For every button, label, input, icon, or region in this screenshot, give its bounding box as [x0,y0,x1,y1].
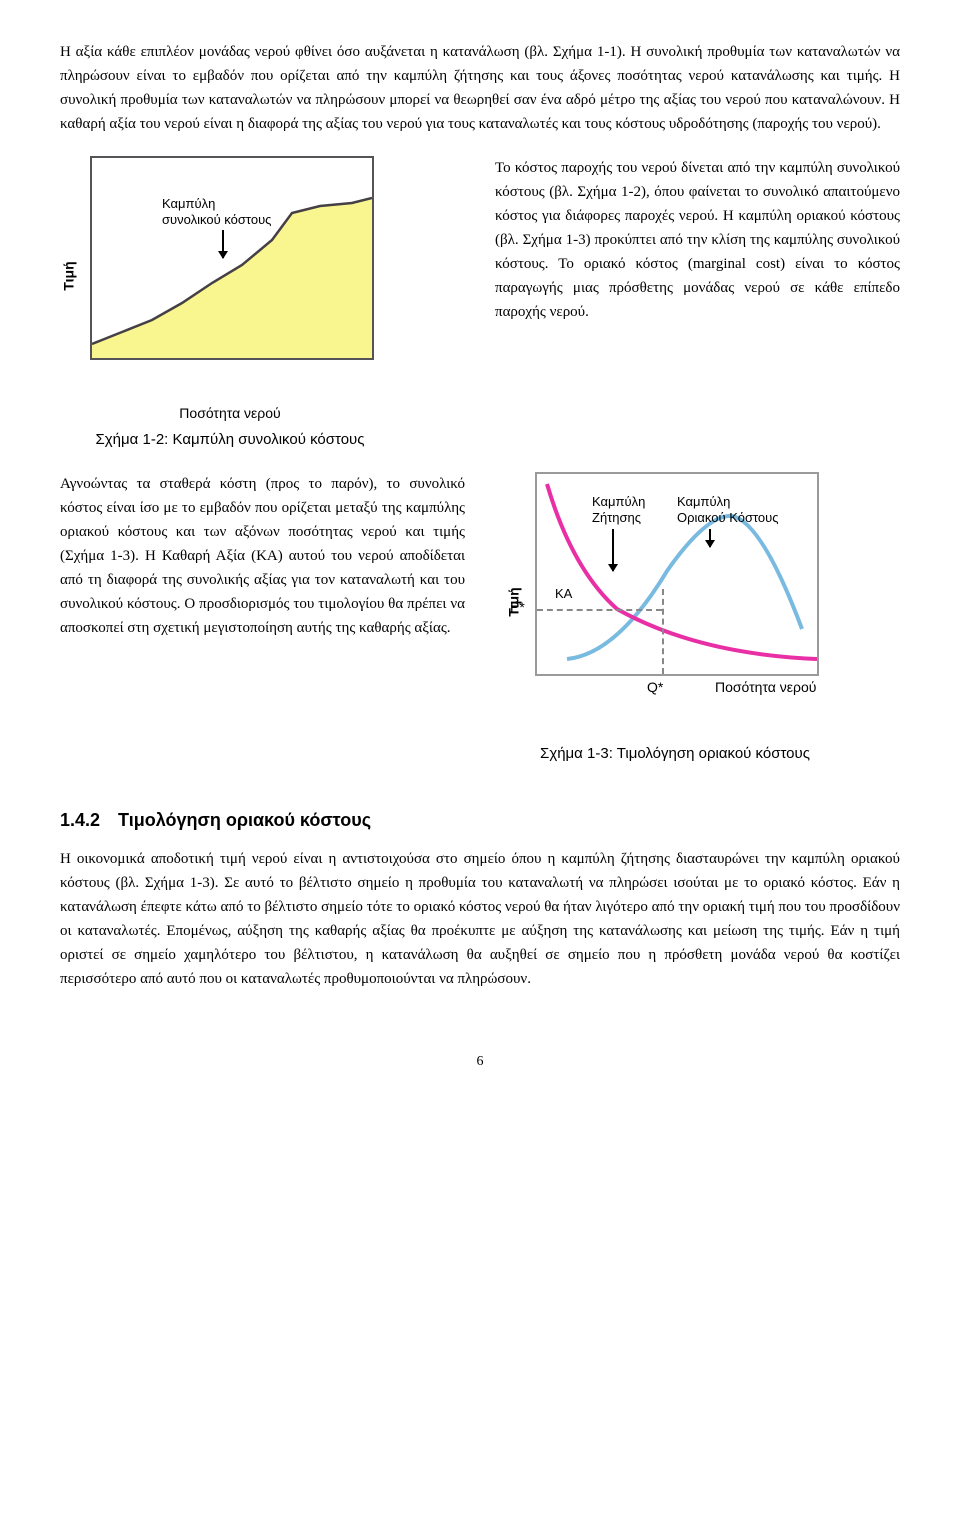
page-number: 6 [60,1051,900,1073]
chart2-ann1: Καμπύλη Ζήτησης [592,494,645,525]
chart2-caption: Σχήμα 1-3: Τιμολόγηση οριακού κόστους [495,742,855,766]
chart2-q-label: Q* [647,679,663,696]
chart1-annotation: Καμπύλη συνολικού κόστους [162,196,271,227]
chart1-caption: Σχήμα 1-2: Καμπύλη συνολικού κόστους [60,428,400,452]
chart1-x-axis-label: Ποσότητα νερού [60,402,400,424]
chart2-arrow1 [612,529,614,571]
section-title: Τιμολόγηση οριακού κόστους [118,810,371,830]
chart2-container: Τιμή Καμπύλη Ζήτησης Καμπύλη Οριακού Κόσ… [495,472,835,732]
chart1-description: Το κόστος παροχής του νερού δίνεται από … [495,156,900,324]
chart1-container: Τιμή Καμπύλη συνολικού κόστους [60,156,400,396]
chart2-p-label: P* [510,599,525,616]
section-paragraph: Η οικονομικά αποδοτική τιμή νερού είναι … [60,847,900,991]
chart2-arrow2 [709,529,711,547]
chart2-dashed-v [662,589,664,674]
chart1-arrow [222,230,224,258]
chart2-description: Αγνοώντας τα σταθερά κόστη (προς το παρό… [60,472,465,640]
intro-paragraph: Η αξία κάθε επιπλέον μονάδας νερού φθίνε… [60,40,900,136]
chart1-svg [92,158,372,358]
chart1-y-axis-label: Τιμή [57,261,79,290]
chart2-x-axis-label: Ποσότητα νερού [715,679,816,696]
chart2-dashed-h [537,609,662,611]
chart2-ka-label: KA [555,586,572,602]
chart2-ann2: Καμπύλη Οριακού Κόστους [677,494,779,525]
section-number: 1.4.2 [60,810,100,830]
section-heading: 1.4.2 Τιμολόγηση οριακού κόστους [60,806,900,835]
